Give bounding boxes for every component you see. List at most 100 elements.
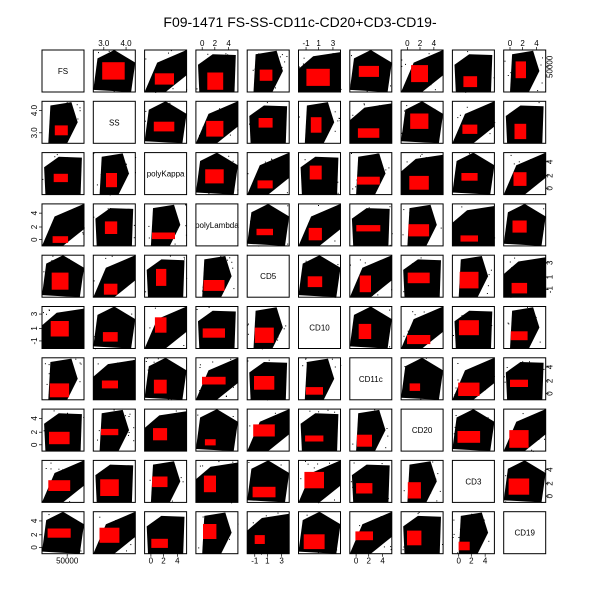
scatter-panel-polylambda-vs-cd5 — [246, 203, 290, 247]
event-point — [406, 161, 408, 163]
event-point — [175, 474, 177, 476]
event-point — [69, 501, 71, 503]
event-point — [274, 412, 276, 414]
event-point — [59, 190, 61, 192]
event-point — [526, 386, 528, 388]
event-point — [72, 337, 74, 339]
scatter-panel-cd20-vs-cd11c — [349, 408, 393, 452]
event-point — [157, 138, 159, 140]
event-point — [230, 111, 232, 113]
scatter-panel-fs-vs-polykappa — [144, 49, 188, 93]
event-point — [78, 476, 80, 478]
event-point — [485, 389, 486, 391]
panel-frame — [92, 100, 136, 144]
panel-frame — [92, 357, 136, 401]
event-point — [490, 269, 492, 271]
event-point — [284, 61, 286, 63]
event-point — [200, 328, 202, 330]
event-point — [286, 192, 288, 194]
event-point — [390, 271, 392, 273]
event-point — [316, 159, 317, 161]
event-point — [411, 478, 413, 480]
panel-frame — [349, 100, 393, 144]
scatter-panel-fs-vs-cd3 — [451, 49, 495, 93]
event-point — [415, 329, 416, 330]
event-point — [471, 241, 472, 243]
panel-frame — [298, 511, 341, 555]
event-point — [144, 120, 146, 122]
event-point — [225, 531, 227, 533]
event-point — [430, 84, 432, 86]
tick-label-cd5: 1 — [265, 557, 270, 566]
event-point — [329, 535, 331, 537]
event-point — [364, 262, 366, 264]
event-point — [108, 413, 110, 415]
event-point — [73, 208, 75, 210]
event-point — [434, 89, 436, 91]
event-point — [516, 83, 518, 85]
tick-label-polykappa: 2 — [546, 173, 555, 178]
gated-population — [99, 527, 120, 543]
event-point — [98, 52, 99, 54]
event-point — [202, 286, 204, 288]
event-point — [151, 497, 153, 499]
event-point — [411, 382, 413, 384]
event-point — [351, 153, 352, 154]
gated-population — [508, 478, 530, 495]
event-point — [259, 227, 261, 228]
event-point — [262, 188, 264, 190]
event-point — [536, 111, 538, 113]
panel-frame — [349, 357, 393, 401]
panel-frame — [400, 100, 444, 144]
event-point — [129, 497, 131, 499]
event-point — [210, 140, 212, 142]
scatter-panel-fs-vs-polylambda — [195, 49, 239, 93]
event-point — [150, 428, 152, 430]
event-point — [323, 274, 325, 276]
event-point — [133, 224, 135, 226]
event-point — [406, 109, 408, 111]
event-point — [219, 108, 220, 110]
event-point — [313, 263, 315, 265]
event-point — [126, 163, 127, 165]
panel-frame — [41, 511, 85, 555]
event-point — [63, 136, 65, 138]
diagonal-panel-cd19: CD19 — [503, 511, 547, 555]
event-point — [409, 212, 411, 214]
gated-population — [407, 272, 430, 284]
event-point — [528, 342, 530, 344]
gated-population — [513, 172, 527, 186]
scatter-panel-cd20-vs-cd3 — [451, 408, 495, 452]
panel-frame — [503, 511, 547, 555]
event-point — [385, 169, 387, 171]
event-point — [171, 519, 173, 521]
event-point — [298, 116, 300, 118]
event-point — [97, 363, 99, 365]
event-point — [165, 466, 167, 468]
event-point — [425, 157, 427, 159]
event-point — [452, 537, 454, 538]
gated-population — [204, 439, 216, 446]
event-point — [54, 156, 56, 158]
event-point — [408, 240, 410, 242]
event-point — [255, 69, 257, 70]
event-point — [122, 333, 124, 335]
event-point — [123, 317, 125, 319]
event-point — [266, 364, 268, 366]
event-point — [221, 446, 223, 448]
event-point — [225, 395, 227, 397]
event-point — [506, 367, 508, 368]
event-point — [196, 485, 198, 487]
event-point — [272, 168, 274, 170]
gated-population — [511, 282, 528, 294]
event-point — [250, 220, 252, 222]
event-point — [271, 373, 273, 375]
event-point — [385, 469, 387, 471]
event-point — [128, 416, 130, 417]
event-point — [207, 53, 209, 55]
event-point — [416, 85, 418, 86]
gated-population — [203, 475, 216, 493]
event-point — [403, 546, 405, 548]
event-point — [153, 112, 155, 114]
event-point — [108, 50, 110, 52]
